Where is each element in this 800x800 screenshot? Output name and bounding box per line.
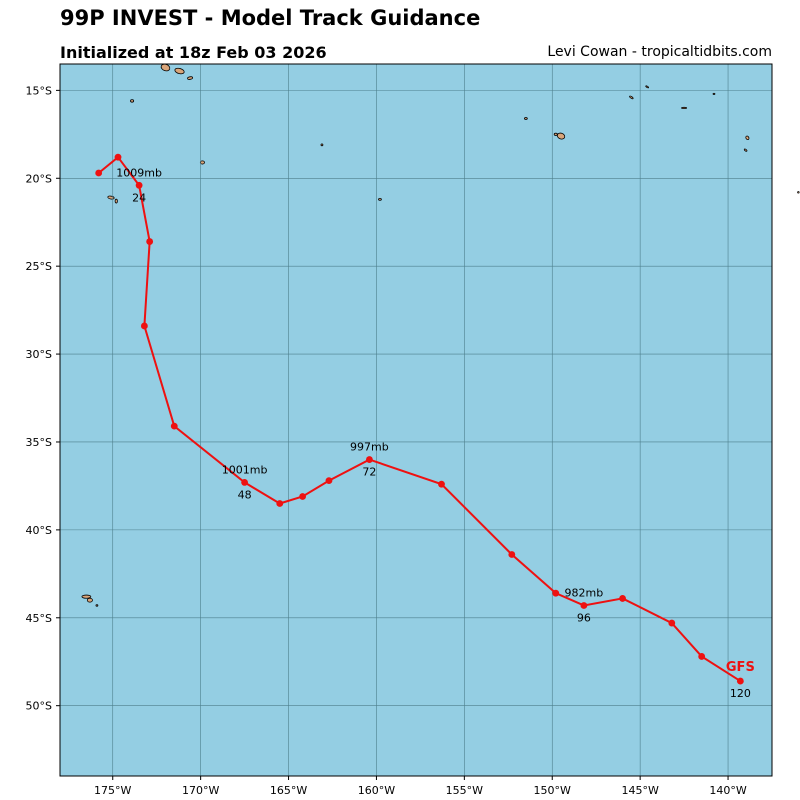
- land-palmerston: [320, 143, 324, 147]
- tick-label-lon: 155°W: [446, 784, 483, 797]
- track-point: [508, 551, 516, 558]
- pressure-label: 1001mb: [222, 463, 268, 476]
- land-society-moorea: [553, 132, 558, 136]
- axis-ticks: 175°W 170°W 165°W 160°W 155°W 150°W 145°W 140°W…: [26, 84, 747, 797]
- model-label: GFS: [726, 660, 755, 675]
- track-point: [299, 493, 307, 500]
- track-point: [135, 181, 143, 189]
- track-point: [325, 477, 333, 485]
- forecast-hour-label: 96: [577, 611, 591, 624]
- track-point: [114, 153, 122, 161]
- track-point: [140, 322, 148, 330]
- credit-label: Levi Cowan - tropicaltidbits.com: [547, 44, 772, 60]
- track-point: [241, 479, 248, 486]
- land-tuamotu-1: [629, 95, 634, 100]
- track-point: [736, 677, 744, 685]
- land-tutuila: [187, 76, 194, 80]
- tick-label-lat: 25°S: [26, 260, 52, 273]
- tick-label-lat: 35°S: [26, 436, 52, 449]
- tick-label-lat: 45°S: [26, 612, 52, 625]
- land-kermadec-3: [95, 604, 99, 607]
- land-tuamotu-5: [745, 135, 750, 141]
- tick-label-lon: 160°W: [358, 784, 395, 797]
- map-frame: [59, 63, 773, 777]
- grid-layer: [60, 64, 772, 776]
- tick-label-lon: 140°W: [709, 784, 746, 797]
- tick-label-lon: 150°W: [534, 784, 571, 797]
- forecast-hour-label: 120: [730, 687, 751, 700]
- land-cook-rarotonga: [378, 198, 382, 201]
- land-tuamotu-6: [743, 148, 748, 152]
- forecast-hour-label: 24: [132, 191, 146, 204]
- track-point: [146, 238, 154, 245]
- land-leeward-1: [524, 117, 528, 120]
- track-point: [95, 169, 103, 177]
- annotation-layer: 1009mb 24 1001mb 48 997mb 72 982mb 96 120 GFS: [116, 166, 755, 700]
- land-kermadec-1: [81, 594, 92, 599]
- land-niuafoou: [130, 99, 135, 103]
- land-niue: [199, 160, 205, 165]
- chart-subtitle: Initialized at 18z Feb 03 2026: [60, 43, 327, 62]
- chart-title: 99P INVEST - Model Track Guidance: [60, 6, 481, 30]
- land-tuamotu-4: [712, 92, 716, 95]
- land-tuamotu-3: [681, 106, 688, 109]
- track-point: [580, 602, 588, 609]
- land-tuamotu-7: [797, 191, 800, 194]
- track-point: [276, 500, 284, 507]
- tick-label-lon: 170°W: [182, 784, 219, 797]
- tick-label-lon: 165°W: [270, 784, 307, 797]
- land-tuamotu-2: [645, 85, 650, 89]
- tick-label-lat: 50°S: [26, 700, 52, 713]
- land-samoa-upolu: [160, 63, 171, 72]
- ocean-background: [60, 64, 772, 776]
- forecast-hour-label: 72: [362, 466, 376, 479]
- forecast-hour-label: 48: [238, 488, 252, 501]
- tick-label-lat: 15°S: [26, 84, 52, 97]
- tick-label-lat: 20°S: [26, 172, 52, 185]
- land-tonga-eua: [114, 198, 118, 204]
- tick-label-lat: 30°S: [26, 348, 52, 361]
- land-kermadec-2: [86, 597, 93, 603]
- tick-label-lat: 40°S: [26, 524, 52, 537]
- track-point: [366, 456, 373, 463]
- tick-label-lon: 175°W: [94, 784, 131, 797]
- track-layer: [95, 153, 744, 685]
- track-point: [552, 589, 560, 597]
- pressure-label: 1009mb: [116, 166, 162, 179]
- tick-label-lon: 145°W: [621, 784, 658, 797]
- pressure-label: 982mb: [565, 586, 604, 599]
- pressure-label: 997mb: [350, 441, 389, 454]
- land-samoa-savaii: [174, 67, 185, 75]
- track-point: [170, 422, 178, 430]
- track-point: [438, 480, 445, 488]
- track-point: [668, 619, 676, 627]
- track-point: [619, 595, 626, 602]
- track-point: [698, 653, 706, 660]
